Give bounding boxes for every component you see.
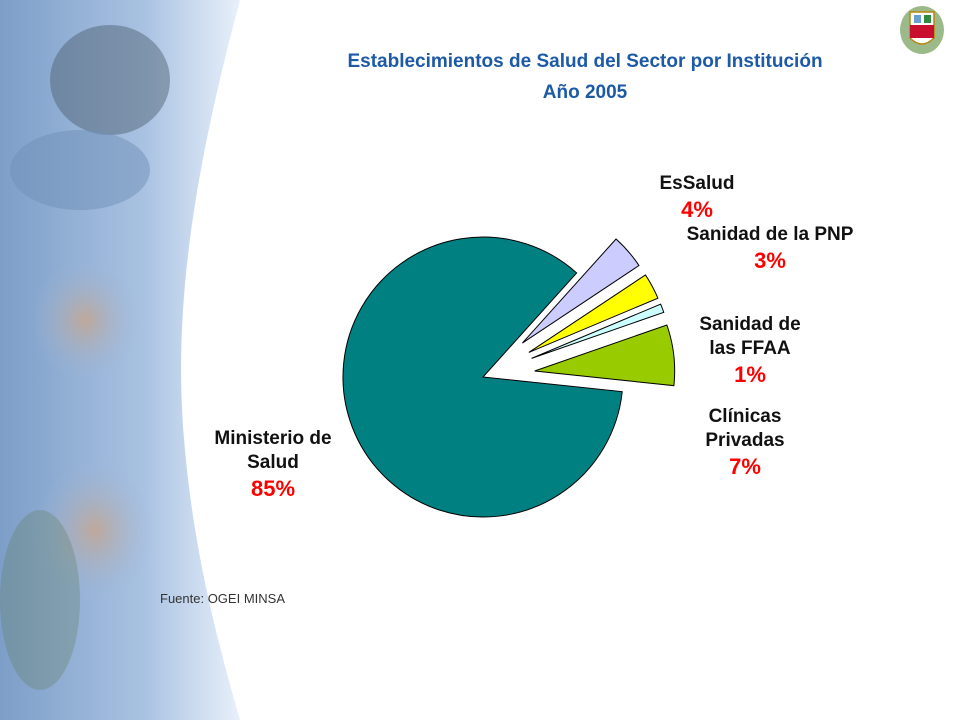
value-label: 4% [681, 197, 713, 222]
category-label: EsSalud [659, 173, 735, 194]
pie-slice [531, 303, 665, 359]
category-label: Clínicas Privadas [705, 406, 785, 451]
pie-slice [521, 238, 640, 344]
photo-figure [50, 25, 170, 135]
slice-label: Sanidad de la PNP 3% [685, 223, 855, 275]
pie-slice [534, 324, 676, 387]
category-label: Sanidad de las FFAA [699, 314, 801, 359]
photo-figure [0, 510, 80, 690]
category-label: Ministerio de Salud [214, 428, 332, 473]
photo-figure [30, 260, 140, 380]
slice-label: Clínicas Privadas 7% [680, 405, 810, 481]
photo-figure [10, 130, 150, 210]
category-label: Sanidad de la PNP [686, 224, 854, 245]
photo-figure [35, 460, 155, 600]
slice-label: EsSalud 4% [612, 172, 782, 224]
source-note: Fuente: OGEI MINSA [160, 591, 285, 606]
value-label: 3% [754, 248, 786, 273]
slice-label: Ministerio de Salud 85% [188, 427, 358, 503]
value-label: 85% [250, 476, 296, 501]
chart-title: Establecimientos de Salud del Sector por… [347, 51, 823, 72]
slice-label: Sanidad de las FFAA 1% [685, 313, 815, 389]
chart-subtitle: Año 2005 [542, 82, 628, 103]
pie-slice [528, 274, 659, 353]
coat-of-arms [900, 6, 944, 54]
value-label: 1% [734, 362, 766, 387]
value-label: 7% [729, 454, 761, 479]
pie-slice [342, 236, 623, 518]
